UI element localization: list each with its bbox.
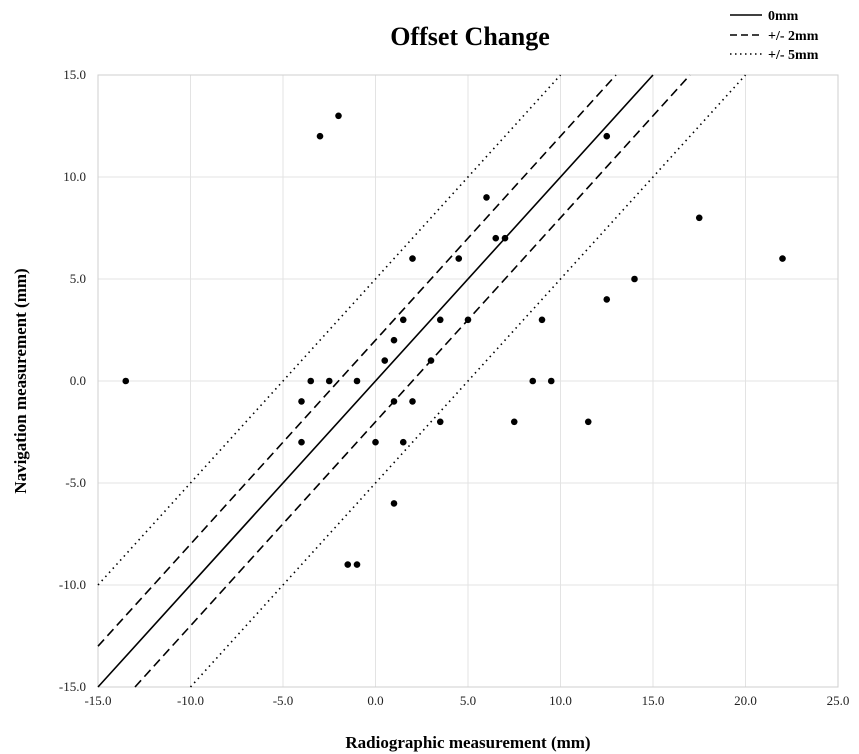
data-point: [436, 316, 444, 324]
reference-line-0mm: [97, 74, 654, 688]
chart-title: Offset Change: [390, 22, 550, 51]
x-axis-label: Radiographic measurement (mm): [345, 733, 590, 752]
data-point: [603, 132, 611, 140]
y-tick-label: -5.0: [65, 475, 86, 490]
data-point: [316, 132, 324, 140]
data-point: [492, 234, 500, 242]
x-tick-label: 10.0: [549, 693, 572, 708]
data-point: [399, 316, 407, 324]
y-axis-label: Navigation measurement (mm): [11, 268, 30, 493]
data-points: [122, 112, 786, 568]
legend-label-2mm: +/- 2mm: [768, 29, 819, 44]
data-point: [436, 418, 444, 426]
reference-line-minus-2mm: [134, 74, 691, 688]
data-point: [122, 377, 130, 385]
data-point: [510, 418, 518, 426]
x-tick-label: -5.0: [273, 693, 294, 708]
data-point: [390, 398, 398, 405]
x-tick-label: -15.0: [84, 693, 111, 708]
reference-line-plus-2mm: [97, 74, 617, 647]
data-point: [325, 377, 333, 385]
data-point: [344, 561, 352, 568]
data-point: [427, 357, 435, 364]
data-point: [538, 316, 546, 324]
reference-lines: [97, 74, 747, 688]
x-tick-labels: -15.0 -10.0 -5.0 0.0 5.0 10.0 15.0 20.0 25.0: [84, 693, 849, 708]
x-tick-label: 20.0: [734, 693, 757, 708]
reference-line-plus-5mm: [97, 74, 562, 586]
data-point: [584, 418, 592, 426]
legend: 0mm +/- 2mm +/- 5mm: [730, 9, 819, 63]
reference-line-minus-5mm: [189, 74, 747, 688]
y-tick-labels: -15.0 -10.0 -5.0 0.0 5.0 10.0 15.0: [59, 67, 86, 694]
x-tick-label: 15.0: [642, 693, 665, 708]
data-point: [298, 398, 305, 405]
data-point: [381, 357, 389, 364]
data-point: [399, 438, 407, 446]
legend-label-5mm: +/- 5mm: [768, 48, 819, 63]
y-tick-label: 0.0: [70, 373, 86, 388]
x-tick-label: 25.0: [827, 693, 850, 708]
y-tick-label: 15.0: [63, 67, 86, 82]
data-point: [455, 255, 463, 262]
y-tick-label: -15.0: [59, 679, 86, 694]
data-point: [547, 377, 555, 385]
data-point: [335, 112, 342, 120]
data-point: [464, 316, 472, 324]
data-point: [307, 377, 315, 385]
x-tick-label: -10.0: [177, 693, 204, 708]
data-point: [603, 296, 611, 303]
data-point: [483, 194, 490, 201]
data-point: [390, 500, 398, 507]
y-tick-label: -10.0: [59, 577, 86, 592]
data-point: [353, 561, 361, 568]
data-point: [779, 255, 786, 262]
data-point: [631, 275, 638, 283]
y-tick-label: 10.0: [63, 169, 86, 184]
data-point: [529, 377, 537, 385]
legend-label-0mm: 0mm: [768, 9, 799, 24]
data-point: [501, 234, 509, 242]
data-point: [353, 377, 361, 385]
plot-area: [97, 74, 839, 688]
x-tick-label: 5.0: [460, 693, 476, 708]
data-point: [695, 214, 703, 222]
data-point: [298, 438, 305, 446]
x-tick-label: 0.0: [367, 693, 383, 708]
data-point: [409, 255, 416, 262]
y-tick-label: 5.0: [70, 271, 86, 286]
data-point: [409, 398, 416, 405]
data-point: [372, 438, 379, 446]
data-point: [390, 336, 398, 344]
